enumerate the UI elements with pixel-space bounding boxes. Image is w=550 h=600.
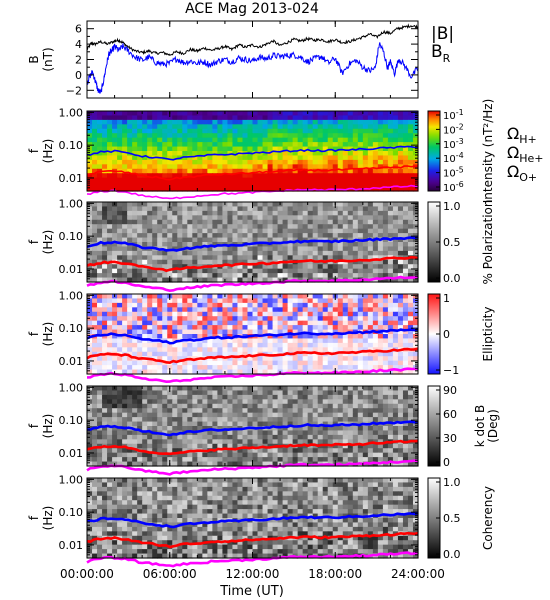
colorbar-tick-label: 10-6 [443,180,464,194]
colorbar-tick-label: 10-5 [443,166,464,180]
time-tick-label: 12:00:00 [226,567,280,581]
freq-axis-label: f [27,148,41,153]
colorbar-tick-label: 10-3 [443,137,464,151]
heatmap-intensity [87,111,419,192]
colorbar-tick-label: 1.0 [443,200,461,213]
heatmap-kdotb [87,386,419,467]
freq-axis-label: f [27,239,41,244]
colorbar-label: k dot B [473,405,487,447]
freq-tick-label: 1.00 [59,289,84,302]
colorbar-ellipticity: 1 0 −1 Ellipticity [427,292,495,377]
freq-tick-label: 1.00 [59,381,84,394]
y-tick-label: 2 [75,54,82,67]
colorbar-polarization: 1.0 0.5 0.0 % Polarization [427,200,495,285]
colorbar-tick-label: 0.5 [443,512,461,525]
gyro-line-heplus [86,439,419,456]
series-line-b-r [86,42,419,94]
panel-coherency: 1.00 0.10 0.01 f (Hz) 1.0 0.5 0.0 Coherency [27,473,495,568]
colorbar-tick-label: 10-2 [443,122,464,136]
colorbar-tick-label: 60 [443,408,457,421]
gyro-line-hplus [86,145,419,161]
y-tick-label: −2 [66,84,82,97]
time-tick-label: 00:00:00 [60,567,114,581]
freq-tick-label: 1.00 [59,473,84,486]
gyro-line-hplus [86,512,419,529]
freq-tick-label: 0.10 [59,230,84,243]
colorbar-tick-label: 10-1 [443,108,464,122]
colorbar-tick-label: 1.0 [443,476,461,489]
freq-axis-label: f [27,515,41,520]
colorbar-tick-label: 0.0 [443,272,461,285]
gyro-line-heplus [86,531,419,549]
colorbar-tick-label: 90 [443,384,457,397]
gyro-line-hplus [86,420,418,437]
freq-tick-label: 1.00 [59,106,84,119]
freq-tick-label: 0.01 [59,263,84,276]
freq-axis-unit: (Hz) [41,230,55,255]
colorbar-tick-label: 0.0 [443,548,461,561]
colorbar-coherency: 1.0 0.5 0.0 Coherency [427,476,495,561]
colorbar-sublabel: (Deg) [486,409,500,443]
freq-tick-label: 0.01 [59,447,84,460]
y-tick-label: 6 [75,23,82,36]
y-axis-unit: (nT) [41,47,55,71]
panel-field: −2 0 2 4 6 B (nT) |B|BR [27,20,454,99]
time-tick-label: 18:00:00 [308,567,362,581]
panel-polarization: 1.00 0.10 0.01 f (Hz) 1.0 0.5 0.0 % Polarization [27,197,495,293]
colorbar-tick-label: 0 [443,456,450,469]
heatmap-coherency [87,478,419,559]
colorbar-label: % Polarization [481,200,495,285]
colorbar-label: Coherency [481,486,495,550]
freq-axis-unit: (Hz) [41,322,55,347]
gyro-line-hplus [86,328,419,345]
panel-ellipticity: 1.00 0.10 0.01 f (Hz) 1 0 −1 Ellipticity [27,289,495,384]
colorbar-kdotb: 90 60 30 0 k dot B (Deg) [427,384,500,469]
time-tick-label: 24:00:00 [391,567,445,581]
freq-tick-label: 0.10 [59,506,84,519]
freq-axis-label: f [27,331,41,336]
y-tick-label: 4 [75,38,82,51]
heatmap-ellipticity [87,294,419,375]
colorbar-tick-label: 0 [443,328,450,341]
gyro-line-hplus [86,235,419,252]
colorbar-intensity: 10-110-210-310-410-510-6 Intensity (nT²/H… [427,99,495,204]
figure-title: ACE Mag 2013-024 [185,1,319,17]
freq-axis-unit: (Hz) [41,414,55,439]
freq-axis-label: f [27,423,41,428]
gyro-line-heplus [86,255,419,273]
freq-axis-unit: (Hz) [41,506,55,531]
colorbar-tick-label: 10-4 [443,151,464,165]
freq-tick-label: 0.10 [59,139,84,152]
y-tick-label: 0 [75,69,82,82]
gyro-line-heplus [86,347,419,365]
gyro-legend-oplus: ΩO+ [507,162,537,184]
time-tick-label: 06:00:00 [143,567,197,581]
y-axis-label: B [27,55,41,63]
colorbar-label: Ellipticity [481,307,495,362]
freq-tick-label: 0.10 [59,322,84,335]
colorbar-tick-label: 30 [443,432,457,445]
panel-kdotb: 1.00 0.10 0.01 f (Hz) 90 60 30 0 k dot B (Deg) [27,381,500,476]
panel-intensity: 1.00 0.10 0.01 f (Hz) 10-110-210-310-410-510-… [27,99,544,204]
freq-tick-label: 0.01 [59,172,84,185]
colorbar-tick-label: 1 [443,292,450,305]
colorbar-label: Intensity (nT²/Hz) [481,99,495,204]
colorbar-tick-label: −1 [443,364,459,377]
freq-tick-label: 0.10 [59,414,84,427]
freq-tick-label: 0.01 [59,355,84,368]
series-line-b-magnitude [86,23,419,56]
x-axis-label: Time (UT) [219,584,284,599]
legend-b-r: BR [431,42,451,65]
freq-tick-label: 0.01 [59,539,84,552]
time-axis: 00:00:00 06:00:00 12:00:00 18:00:00 24:00:00 [60,567,445,581]
gyro-line-heplus [86,165,419,181]
legend-b-magnitude: |B| [431,24,454,44]
freq-tick-label: 1.00 [59,197,84,210]
colorbar-tick-label: 0.5 [443,236,461,249]
freq-axis-unit: (Hz) [41,139,55,164]
